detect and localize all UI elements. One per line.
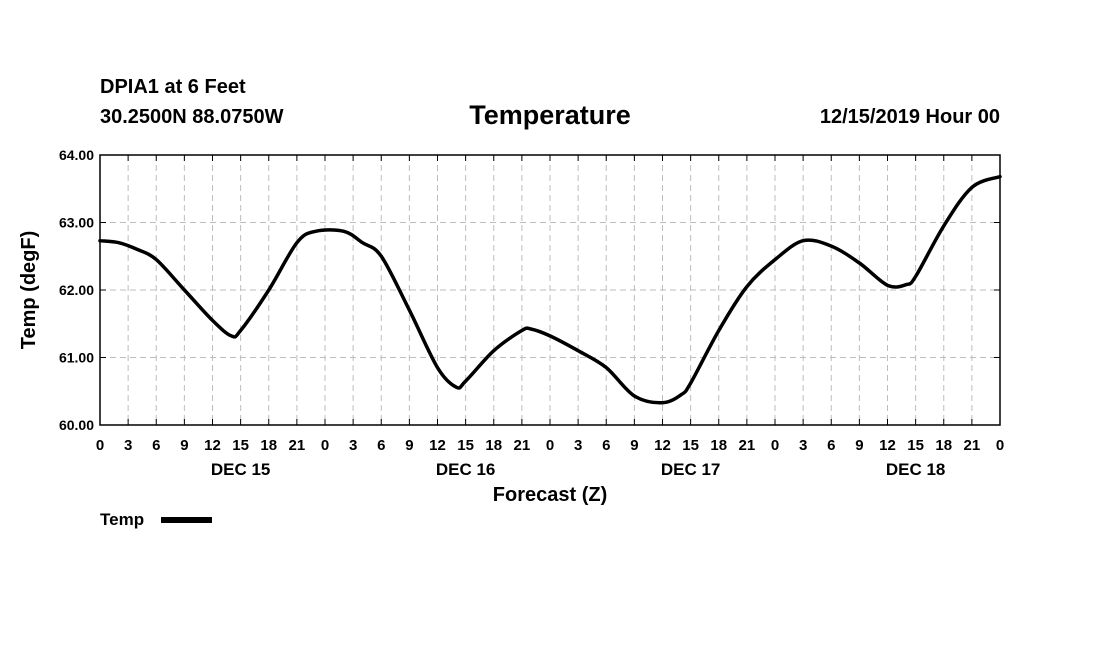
x-tick-label: 0 xyxy=(321,437,329,454)
x-tick-label: 0 xyxy=(546,437,554,454)
temp-series-line xyxy=(98,174,1002,405)
x-tick-label: 9 xyxy=(630,437,638,454)
legend-label-temp: Temp xyxy=(100,510,144,529)
day-label: DEC 18 xyxy=(886,460,946,479)
x-tick-label: 6 xyxy=(152,437,160,454)
grid-lines xyxy=(100,155,1000,425)
issue-time-label: 12/15/2019 Hour 00 xyxy=(819,106,1000,128)
x-tick-label: 0 xyxy=(96,437,104,454)
x-tick-label: 18 xyxy=(935,437,952,454)
x-tick-label: 15 xyxy=(682,437,699,454)
station-label: DPIA1 at 6 Feet xyxy=(100,76,246,98)
x-tick-label: 9 xyxy=(405,437,413,454)
plot-frame xyxy=(99,154,1001,426)
x-tick-label: 15 xyxy=(907,437,924,454)
x-tick-label: 6 xyxy=(377,437,385,454)
day-labels: DEC 15 DEC 16 DEC 17 DEC 18 xyxy=(211,460,946,479)
axis-ticks xyxy=(99,154,1001,426)
x-tick-label: 21 xyxy=(964,437,981,454)
x-tick-label: 12 xyxy=(879,437,896,454)
y-axis-label: Temp (degF) xyxy=(18,231,40,350)
y-tick-label: 61.00 xyxy=(59,350,94,366)
legend: Temp xyxy=(100,510,212,529)
x-tick-label: 3 xyxy=(349,437,357,454)
y-tick-label: 62.00 xyxy=(59,282,94,298)
x-tick-label: 9 xyxy=(855,437,863,454)
day-label: DEC 15 xyxy=(211,460,271,479)
x-tick-label: 21 xyxy=(739,437,756,454)
x-tick-label: 15 xyxy=(457,437,474,454)
x-tick-label: 12 xyxy=(204,437,221,454)
day-label: DEC 17 xyxy=(661,460,721,479)
x-tick-label: 3 xyxy=(799,437,807,454)
coordinates-label: 30.2500N 88.0750W xyxy=(100,106,284,128)
x-tick-label: 18 xyxy=(260,437,277,454)
x-tick-label: 21 xyxy=(289,437,306,454)
y-tick-label: 64.00 xyxy=(59,147,94,163)
x-tick-label: 0 xyxy=(996,437,1004,454)
x-tick-labels: 0 3 6 9 12 15 18 21 0 3 6 9 12 15 18 21 0 3 6 9 12 15 18 21 0 3 6 9… xyxy=(96,437,1004,454)
x-axis-label: Forecast (Z) xyxy=(493,484,607,506)
day-label: DEC 16 xyxy=(436,460,496,479)
y-tick-label: 60.00 xyxy=(59,417,94,433)
x-tick-label: 6 xyxy=(602,437,610,454)
chart-title: Temperature xyxy=(469,100,631,130)
x-tick-label: 9 xyxy=(180,437,188,454)
y-tick-labels: 60.00 61.00 62.00 63.00 64.00 xyxy=(59,147,94,433)
x-tick-label: 12 xyxy=(654,437,671,454)
x-tick-label: 21 xyxy=(514,437,531,454)
x-tick-label: 12 xyxy=(429,437,446,454)
x-tick-label: 15 xyxy=(232,437,249,454)
x-tick-label: 6 xyxy=(827,437,835,454)
x-tick-label: 3 xyxy=(574,437,582,454)
x-tick-label: 18 xyxy=(710,437,727,454)
x-tick-label: 0 xyxy=(771,437,779,454)
x-tick-label: 18 xyxy=(485,437,502,454)
x-tick-label: 3 xyxy=(124,437,132,454)
y-tick-label: 63.00 xyxy=(59,215,94,231)
